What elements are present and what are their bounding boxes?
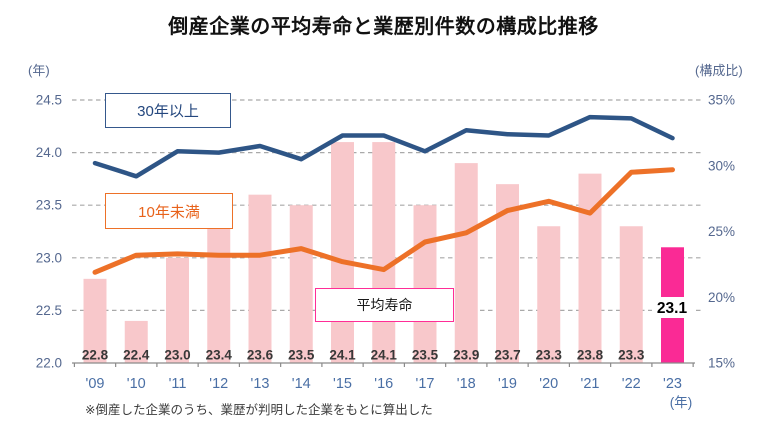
svg-text:23.8: 23.8 [577,348,604,363]
legend-30plus-box: 30年以上 [105,93,231,128]
left-axis-unit-label: (年) [28,63,50,78]
svg-text:'10: '10 [127,376,146,392]
y-axis-left-labels: 24.5 24.0 23.5 23.0 22.5 22.0 [36,93,62,371]
x-axis [72,362,695,367]
svg-text:23.5: 23.5 [288,348,315,363]
svg-text:'20: '20 [539,376,558,392]
svg-text:'22: '22 [622,376,641,392]
x-axis-labels: '09 '10 '11 '12 '13 '14 '15 '16 '17 '18 '19 '20 '21 '… [86,376,693,410]
svg-text:'18: '18 [457,376,476,392]
svg-text:(年): (年) [670,395,693,410]
svg-text:24.1: 24.1 [371,348,398,363]
svg-text:'16: '16 [374,376,393,392]
svg-text:'09: '09 [86,376,105,392]
svg-text:23.7: 23.7 [494,348,520,363]
svg-text:'21: '21 [581,376,600,392]
svg-text:'15: '15 [333,376,352,392]
svg-text:'14: '14 [292,376,311,392]
line-under10 [92,167,675,275]
svg-text:30%: 30% [708,158,735,173]
svg-text:22.8: 22.8 [82,348,109,363]
svg-text:25%: 25% [708,224,735,239]
svg-text:24.5: 24.5 [36,93,62,108]
footnote: ※倒産した企業のうち、業歴が判明した企業をもとに算出した [85,403,433,417]
legend-30plus-label: 30年以上 [137,103,199,120]
bar-value-labels: 22.8 22.4 23.0 23.4 23.6 23.5 24.1 24.1 23.5 23.9… [82,348,645,363]
svg-text:20%: 20% [708,290,735,305]
y-axis-right-labels: 35% 30% 25% 20% 15% [708,93,735,371]
svg-text:24.0: 24.0 [36,145,62,160]
line-30plus [92,114,675,179]
svg-text:23.4: 23.4 [206,348,233,363]
svg-text:23.0: 23.0 [36,250,62,265]
svg-text:35%: 35% [708,93,735,108]
svg-text:23.0: 23.0 [164,348,190,363]
svg-text:'13: '13 [251,376,270,392]
legend-average-life-label: 平均寿命 [356,297,413,313]
svg-text:'19: '19 [498,376,517,392]
svg-text:22.0: 22.0 [36,356,62,371]
legend-under10-label: 10年未満 [138,203,200,221]
legend-under10-box: 10年未満 [105,193,233,229]
right-axis-unit-label: (構成比) [695,63,743,78]
svg-text:'17: '17 [416,376,435,392]
svg-text:23.9: 23.9 [453,348,479,363]
svg-text:22.4: 22.4 [123,348,150,363]
svg-text:22.5: 22.5 [36,303,62,318]
svg-text:'11: '11 [169,376,187,392]
legend-average-life-box: 平均寿命 [315,288,454,322]
svg-text:23.5: 23.5 [36,198,62,213]
svg-text:23.3: 23.3 [618,348,645,363]
svg-text:23.5: 23.5 [412,348,439,363]
svg-text:23.6: 23.6 [247,348,274,363]
svg-text:'12: '12 [209,376,228,392]
chart-title: 倒産企業の平均寿命と業歴別件数の構成比推移 [168,16,599,38]
svg-text:23.1: 23.1 [657,300,688,317]
svg-text:15%: 15% [708,356,735,371]
highlight-value-label: 23.1 [652,297,693,318]
svg-text:23.3: 23.3 [536,348,563,363]
svg-text:'23: '23 [663,376,682,392]
svg-text:24.1: 24.1 [329,348,356,363]
